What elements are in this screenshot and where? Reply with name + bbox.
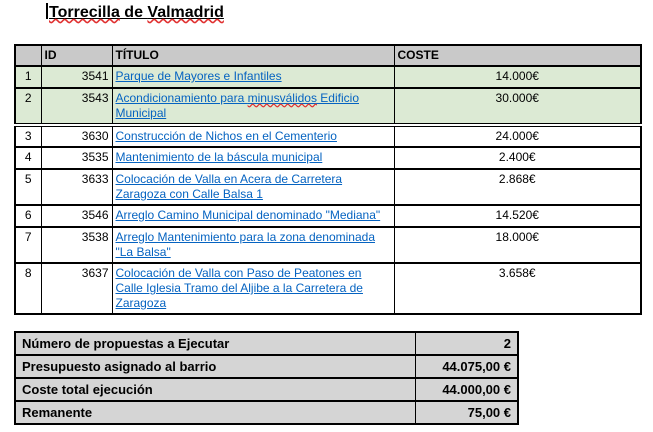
proposals-table: ID TÍTULO COSTE 1 3541 Parque de Mayores… <box>14 44 642 315</box>
proposal-row: 4 3535 Mantenimiento de la báscula munic… <box>14 146 642 170</box>
summary-row: Presupuesto asignado al barrio 44.075,00… <box>14 354 519 379</box>
row-number-cell: 3 <box>14 123 42 148</box>
proposal-row: 1 3541 Parque de Mayores e Infantiles 14… <box>14 65 642 89</box>
proposal-link[interactable]: Colocación de Valla con Paso de Peatones… <box>115 266 363 310</box>
proposal-link[interactable]: Colocación de Valla en Acera de Carreter… <box>115 172 343 201</box>
proposal-title-cell: Construcción de Nichos en el Cementerio <box>111 123 395 148</box>
proposal-id-cell: 3535 <box>40 146 113 170</box>
proposal-title-cell: Arreglo Camino Municipal denominado "Med… <box>111 204 395 228</box>
col-header-id: ID <box>40 44 113 67</box>
proposal-row: 6 3546 Arreglo Camino Municipal denomina… <box>14 204 642 228</box>
proposal-title-cell: Parque de Mayores e Infantiles <box>111 65 395 89</box>
proposal-row: 2 3543 Acondicionamiento para minusválid… <box>14 87 642 126</box>
proposal-id-cell: 3538 <box>40 226 113 264</box>
summary-row: Coste total ejecución 44.000,00 € <box>14 377 519 402</box>
proposal-link[interactable]: Mantenimiento de la báscula municipal <box>115 150 323 164</box>
text-cursor <box>46 3 48 19</box>
proposal-cost-cell: 18.000€ <box>393 226 642 264</box>
proposal-cost-cell: 30.000€ <box>393 87 642 126</box>
row-number-cell: 4 <box>14 146 42 170</box>
proposal-link[interactable]: Arreglo Camino Municipal denominado "Med… <box>115 208 381 222</box>
proposal-link[interactable]: Acondicionamiento para minusválidos Edif… <box>115 91 360 120</box>
proposal-id-cell: 3633 <box>40 168 113 206</box>
proposal-cost-cell: 2.400€ <box>393 146 642 170</box>
summary-row: Número de propuestas a Ejecutar 2 <box>14 331 519 356</box>
summary-value: 44.075,00 € <box>414 354 519 379</box>
summary-label: Coste total ejecución <box>14 377 416 402</box>
row-number-cell: 7 <box>14 226 42 264</box>
proposal-cost-cell: 14.520€ <box>393 204 642 228</box>
summary-table: Número de propuestas a Ejecutar 2 Presup… <box>14 331 519 425</box>
row-number-cell: 1 <box>14 65 42 89</box>
proposal-id-cell: 3543 <box>40 87 113 126</box>
page-title-text: Torrecilla de Valmadrid <box>49 4 224 21</box>
row-number-cell: 6 <box>14 204 42 228</box>
proposal-cost-cell: 14.000€ <box>393 65 642 89</box>
proposal-row: 3 3630 Construcción de Nichos en el Ceme… <box>14 123 642 148</box>
proposal-title-cell: Mantenimiento de la báscula municipal <box>111 146 395 170</box>
proposal-row: 8 3637 Colocación de Valla con Paso de P… <box>14 262 642 315</box>
summary-value: 44.000,00 € <box>414 377 519 402</box>
col-header-coste: COSTE <box>393 44 642 67</box>
proposal-cost-cell: 3.658€ <box>393 262 642 315</box>
proposal-link[interactable]: Arreglo Mantenimiento para la zona denom… <box>115 230 376 259</box>
document-page: Torrecilla de Valmadrid ID TÍTULO COSTE … <box>0 3 653 425</box>
proposal-id-cell: 3637 <box>40 262 113 315</box>
proposal-id-cell: 3546 <box>40 204 113 228</box>
proposal-cost-cell: 2.868€ <box>393 168 642 206</box>
proposal-id-cell: 3630 <box>40 123 113 148</box>
proposal-row: 7 3538 Arreglo Mantenimiento para la zon… <box>14 226 642 264</box>
proposal-title-cell: Colocación de Valla en Acera de Carreter… <box>111 168 395 206</box>
col-header-titulo: TÍTULO <box>111 44 395 67</box>
proposal-title-cell: Arreglo Mantenimiento para la zona denom… <box>111 226 395 264</box>
proposal-id-cell: 3541 <box>40 65 113 89</box>
col-header-rownum <box>14 44 42 67</box>
proposal-link[interactable]: Construcción de Nichos en el Cementerio <box>115 129 337 143</box>
summary-value: 75,00 € <box>414 400 519 425</box>
proposal-row: 5 3633 Colocación de Valla en Acera de C… <box>14 168 642 206</box>
summary-value: 2 <box>414 331 519 356</box>
page-title: Torrecilla de Valmadrid <box>46 3 653 23</box>
proposal-link[interactable]: Parque de Mayores e Infantiles <box>115 69 282 83</box>
proposal-cost-cell: 24.000€ <box>393 123 642 148</box>
proposal-title-cell: Colocación de Valla con Paso de Peatones… <box>111 262 395 315</box>
row-number-cell: 2 <box>14 87 42 126</box>
proposal-title-cell: Acondicionamiento para minusválidos Edif… <box>111 87 395 126</box>
summary-row: Remanente 75,00 € <box>14 400 519 425</box>
row-number-cell: 8 <box>14 262 42 315</box>
proposals-header-row: ID TÍTULO COSTE <box>14 44 642 67</box>
summary-label: Número de propuestas a Ejecutar <box>14 331 416 356</box>
summary-label: Remanente <box>14 400 416 425</box>
summary-label: Presupuesto asignado al barrio <box>14 354 416 379</box>
row-number-cell: 5 <box>14 168 42 206</box>
